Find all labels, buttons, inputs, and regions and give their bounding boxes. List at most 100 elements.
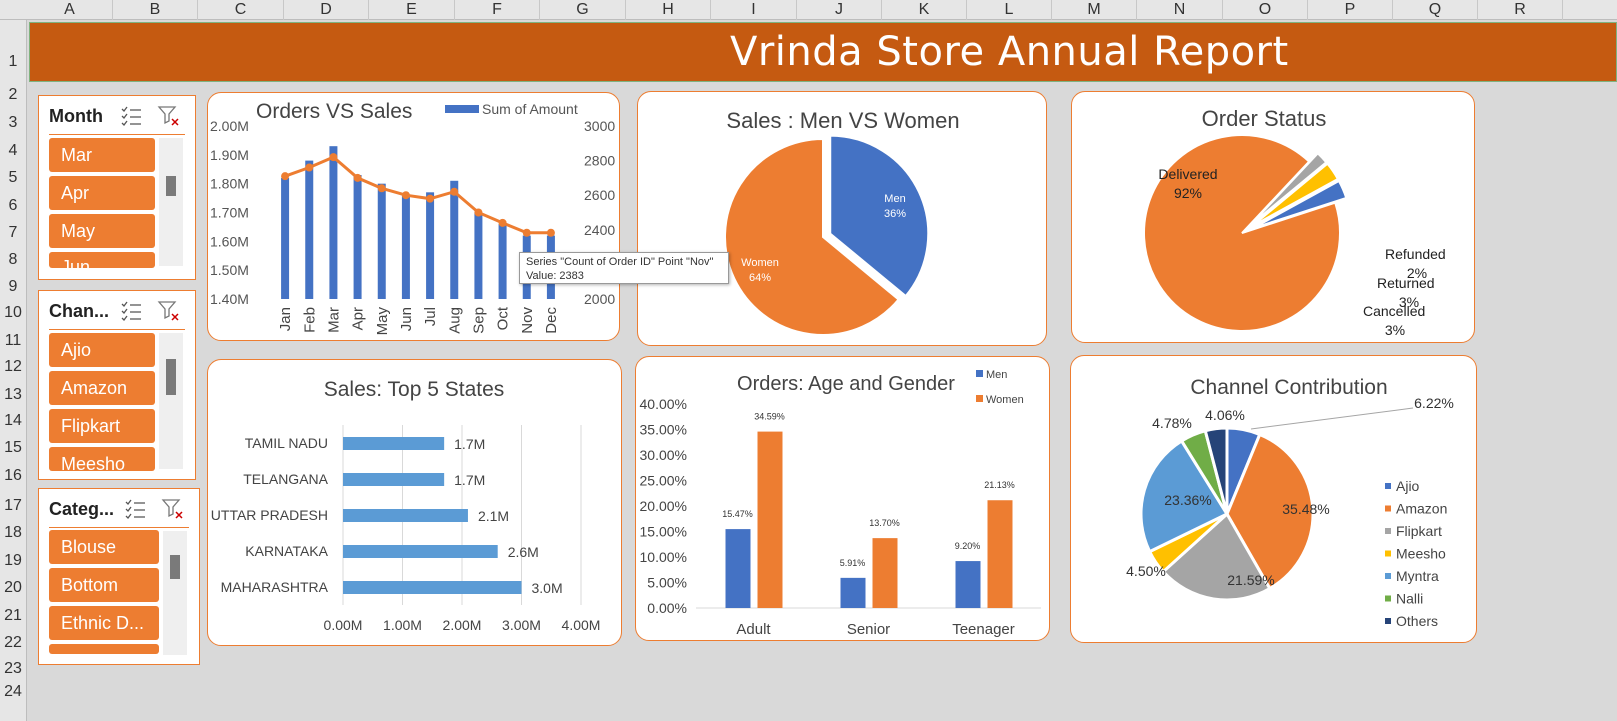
row-header[interactable]: 23 <box>4 660 22 677</box>
column-header[interactable]: Q <box>1393 0 1478 20</box>
line-point[interactable] <box>546 228 555 237</box>
bar[interactable] <box>987 500 1013 608</box>
line-point[interactable] <box>522 228 531 237</box>
month-slicer[interactable]: Month Mar Apr May Jun <box>38 95 196 280</box>
bar[interactable] <box>955 561 981 608</box>
slicer-item[interactable]: Ethnic D... <box>49 606 159 640</box>
column-header[interactable]: G <box>540 0 626 20</box>
pie-slice[interactable] <box>1161 511 1272 602</box>
row-header[interactable]: 13 <box>4 386 22 403</box>
row-header[interactable]: 24 <box>4 683 22 700</box>
row-header[interactable]: 14 <box>4 412 22 429</box>
line-point[interactable] <box>329 153 338 162</box>
column-header[interactable]: B <box>113 0 198 20</box>
bar[interactable] <box>872 538 898 608</box>
clear-filter-icon[interactable] <box>161 497 185 521</box>
slicer-scrollbar[interactable] <box>159 333 183 469</box>
row-header[interactable]: 20 <box>4 579 22 596</box>
line-point[interactable] <box>377 184 386 193</box>
line-point[interactable] <box>474 208 483 217</box>
slicer-item[interactable]: Jun <box>49 252 155 268</box>
pie-slice[interactable] <box>1251 162 1340 228</box>
bar[interactable] <box>343 473 445 486</box>
row-header[interactable]: 8 <box>8 251 18 268</box>
column-header[interactable]: J <box>797 0 882 20</box>
category-slicer[interactable]: Categ... Blouse Bottom Ethnic D... Inner <box>38 488 200 665</box>
bar[interactable] <box>757 431 783 608</box>
column-header[interactable]: F <box>455 0 540 20</box>
row-header[interactable]: 11 <box>4 332 22 349</box>
column-header[interactable]: H <box>626 0 711 20</box>
age-gender-chart[interactable]: Orders: Age and Gender Men Women 0.00% 5.00%… <box>635 356 1050 641</box>
row-header[interactable]: 22 <box>4 634 22 651</box>
bar[interactable] <box>725 529 751 608</box>
bar[interactable] <box>426 192 435 299</box>
row-header[interactable]: 1 <box>8 53 18 70</box>
row-header[interactable]: 5 <box>8 169 18 186</box>
slicer-item[interactable]: Ajio <box>49 333 155 367</box>
bar[interactable] <box>281 177 290 299</box>
slicer-item[interactable]: May <box>49 214 155 248</box>
multi-select-icon[interactable] <box>119 104 143 128</box>
scrollbar-thumb[interactable] <box>166 176 176 196</box>
slicer-item[interactable]: Bottom <box>49 568 159 602</box>
slicer-scrollbar[interactable] <box>159 138 183 266</box>
column-header[interactable]: L <box>967 0 1052 20</box>
row-header[interactable]: 17 <box>4 497 22 514</box>
line-point[interactable] <box>450 187 459 196</box>
row-header[interactable]: 15 <box>4 439 22 456</box>
slicer-item[interactable]: Meesho <box>49 447 155 471</box>
column-header[interactable]: D <box>284 0 369 20</box>
line-point[interactable] <box>426 194 435 203</box>
pie-slice[interactable] <box>1143 134 1341 332</box>
bar[interactable] <box>474 212 483 300</box>
scrollbar-thumb[interactable] <box>166 359 176 395</box>
pie-slice[interactable] <box>1252 179 1348 230</box>
bar[interactable] <box>329 146 338 299</box>
slicer-item[interactable]: Blouse <box>49 530 159 564</box>
order-status-chart[interactable]: Order Status Delivered 92% Refunded 2% Return… <box>1071 91 1475 343</box>
row-header[interactable]: 3 <box>8 114 18 131</box>
column-header[interactable]: C <box>198 0 284 20</box>
slicer-item[interactable]: Inner <box>49 644 159 654</box>
bar[interactable] <box>353 175 362 299</box>
row-header[interactable]: 19 <box>4 552 22 569</box>
pie-slice[interactable] <box>1203 426 1229 515</box>
slicer-item[interactable]: Flipkart <box>49 409 155 443</box>
column-header[interactable]: N <box>1137 0 1223 20</box>
bar[interactable] <box>343 437 445 450</box>
column-header[interactable]: R <box>1478 0 1563 20</box>
slicer-item[interactable]: Apr <box>49 176 155 210</box>
row-header[interactable]: 7 <box>8 224 18 241</box>
bar[interactable] <box>401 195 410 299</box>
column-header[interactable]: K <box>882 0 967 20</box>
line-point[interactable] <box>281 172 290 181</box>
top-states-chart[interactable]: Sales: Top 5 States 0.00M 1.00M 2.00M 3.00M 4… <box>207 359 622 646</box>
column-header[interactable]: O <box>1223 0 1308 20</box>
report-title-banner[interactable]: Vrinda Store Annual Report <box>29 22 1617 82</box>
column-header[interactable]: I <box>711 0 797 20</box>
column-header[interactable]: E <box>369 0 455 20</box>
line-point[interactable] <box>498 218 507 227</box>
row-header[interactable]: 6 <box>8 197 18 214</box>
bar[interactable] <box>377 183 386 299</box>
row-header[interactable]: 4 <box>8 142 18 159</box>
bar[interactable] <box>305 160 314 299</box>
bar[interactable] <box>840 577 866 608</box>
row-header[interactable]: 18 <box>4 524 22 541</box>
column-header[interactable]: M <box>1052 0 1137 20</box>
bar[interactable] <box>343 581 522 594</box>
series-line[interactable] <box>284 155 551 235</box>
scrollbar-thumb[interactable] <box>170 555 180 579</box>
column-header[interactable]: P <box>1308 0 1393 20</box>
line-point[interactable] <box>401 191 410 200</box>
multi-select-icon[interactable] <box>119 299 143 323</box>
channel-slicer[interactable]: Chan... Ajio Amazon Flipkart Meesho <box>38 290 196 480</box>
slicer-item[interactable]: Amazon <box>49 371 155 405</box>
clear-filter-icon[interactable] <box>157 299 181 323</box>
pie-slice[interactable] <box>829 134 930 298</box>
orders-vs-sales-chart[interactable]: Orders VS Sales Sum of Amount 1.40M 1.50M 1.… <box>207 92 620 341</box>
row-header[interactable]: 12 <box>4 358 22 375</box>
row-header[interactable]: 21 <box>4 607 22 624</box>
bar[interactable] <box>343 545 498 558</box>
